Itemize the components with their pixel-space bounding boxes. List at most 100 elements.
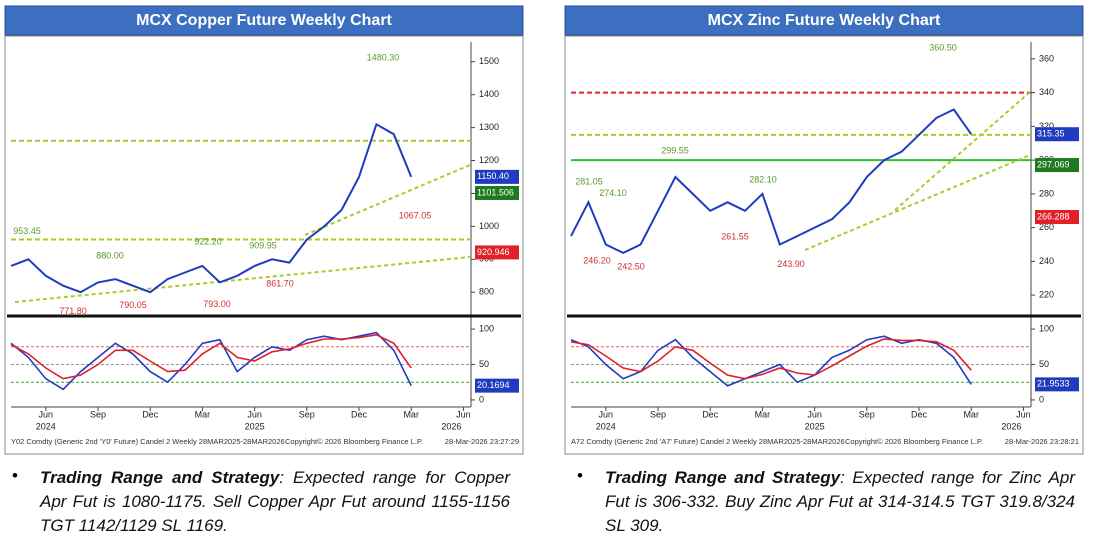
x-tick-label: Mar <box>755 409 771 419</box>
annotation: 1480.30 <box>367 53 400 63</box>
price-box-label: 297.069 <box>1037 159 1070 169</box>
annotation: 261.55 <box>721 231 749 241</box>
annotation: 790.05 <box>119 300 147 310</box>
x-tick-label: Sep <box>650 409 666 419</box>
osc-box <box>475 378 519 393</box>
price-line <box>570 108 973 255</box>
x-tick-label: Dec <box>702 409 719 419</box>
footer: Copyright© 2026 Bloomberg Finance L.P. <box>845 437 983 446</box>
title-bar <box>564 5 1084 36</box>
annotation: 880.00 <box>96 250 124 260</box>
note-text: : Expected range for Copper Apr Fut is 1… <box>40 468 510 535</box>
y-tick-label: 50 <box>479 359 489 369</box>
y-tick-label: 50 <box>1039 359 1049 369</box>
annotation: 771.80 <box>59 306 87 316</box>
note-text: : Expected range for Zinc Apr Fut is 306… <box>605 468 1075 535</box>
year-label: 2025 <box>245 421 265 431</box>
x-tick-label: Jun <box>1016 409 1031 419</box>
price-box <box>475 185 519 200</box>
bullet: • <box>577 466 583 485</box>
annotation: 861.70 <box>266 278 294 288</box>
x-tick-label: Dec <box>911 409 928 419</box>
year-label: 2026 <box>441 421 461 431</box>
annotation: 953.45 <box>13 226 41 236</box>
oscillator-line <box>570 338 972 380</box>
annotation: 793.00 <box>203 299 231 309</box>
oscillator-line <box>570 335 972 387</box>
price-line <box>10 122 413 294</box>
x-tick-label: Dec <box>142 409 159 419</box>
chart-title: MCX Copper Future Weekly Chart <box>136 12 392 29</box>
price-box <box>475 169 519 184</box>
annotation: 242.50 <box>617 262 645 272</box>
annotation: 1067.05 <box>399 211 432 221</box>
y-tick-label: 320 <box>1039 121 1054 131</box>
price-box <box>1035 127 1079 142</box>
x-tick-label: Sep <box>299 409 315 419</box>
y-tick-label: 1500 <box>479 56 499 66</box>
x-tick-label: Jun <box>456 409 471 419</box>
note-heading: Trading Range and Strategy <box>40 468 280 487</box>
trend-line <box>804 154 1031 251</box>
note: Trading Range and Strategy: Expected ran… <box>605 466 1075 538</box>
annotation: 360.50 <box>929 42 957 52</box>
osc-box <box>1035 377 1079 392</box>
charts: MCX Copper Future Weekly Chart8009001000… <box>4 5 1084 455</box>
footer: 28-Mar-2026 23:28:21 <box>1005 437 1079 446</box>
y-tick-label: 100 <box>1039 323 1054 333</box>
annotation: 281.05 <box>575 176 603 186</box>
x-tick-label: Mar <box>963 409 979 419</box>
title-bar <box>4 5 524 36</box>
price-box-label: 920.946 <box>477 247 510 257</box>
price-box-label: 266.288 <box>1037 211 1070 221</box>
x-tick-label: Jun <box>247 409 262 419</box>
annotation: 282.10 <box>749 175 777 185</box>
year-label: 2024 <box>36 421 56 431</box>
chart-frame <box>4 35 524 455</box>
trend-line <box>14 256 471 303</box>
year-label: 2026 <box>1001 421 1021 431</box>
y-tick-label: 1000 <box>479 221 499 231</box>
x-tick-label: Sep <box>90 409 106 419</box>
x-tick-label: Jun <box>807 409 822 419</box>
y-tick-label: 0 <box>1039 394 1044 404</box>
price-box <box>475 245 519 260</box>
y-tick-label: 100 <box>479 323 494 333</box>
oscillator-line <box>10 333 412 380</box>
price-box-label: 1150.40 <box>477 171 509 181</box>
trend-line <box>894 91 1031 211</box>
y-tick-label: 260 <box>1039 222 1054 232</box>
chart-title: MCX Zinc Future Weekly Chart <box>708 12 941 29</box>
annotation: 922.20 <box>194 236 222 246</box>
y-tick-label: 1200 <box>479 155 499 165</box>
annotation: 243.90 <box>777 259 805 269</box>
trend-line <box>304 164 471 236</box>
year-label: 2025 <box>805 421 825 431</box>
bullet: • <box>12 466 18 485</box>
price-box-label: 315.35 <box>1037 129 1065 139</box>
y-tick-label: 280 <box>1039 188 1054 198</box>
y-tick-label: 240 <box>1039 256 1054 266</box>
price-box <box>1035 158 1079 173</box>
y-tick-label: 220 <box>1039 290 1054 300</box>
note: Trading Range and Strategy: Expected ran… <box>40 466 510 538</box>
footer: Y02 Comdty (Generic 2nd 'Y0' Future) Can… <box>11 437 285 446</box>
annotation: 299.55 <box>661 145 689 155</box>
annotation: 246.20 <box>583 255 611 265</box>
x-tick-label: Jun <box>599 409 614 419</box>
x-tick-label: Sep <box>859 409 875 419</box>
osc-box-label: 21.9533 <box>1037 379 1070 389</box>
year-label: 2024 <box>596 421 616 431</box>
footer: A72 Comdty (Generic 2nd 'A7' Future) Can… <box>571 437 845 446</box>
x-tick-label: Mar <box>403 409 419 419</box>
y-tick-label: 340 <box>1039 87 1054 97</box>
footer: Copyright© 2026 Bloomberg Finance L.P. <box>285 437 423 446</box>
y-tick-label: 360 <box>1039 53 1054 63</box>
note-heading: Trading Range and Strategy <box>605 468 841 487</box>
price-box-label: 1101.506 <box>477 187 514 197</box>
annotation: 909.95 <box>249 240 277 250</box>
osc-box-label: 20.1694 <box>477 380 510 390</box>
annotation: 274.10 <box>599 188 627 198</box>
x-tick-label: Jun <box>39 409 54 419</box>
